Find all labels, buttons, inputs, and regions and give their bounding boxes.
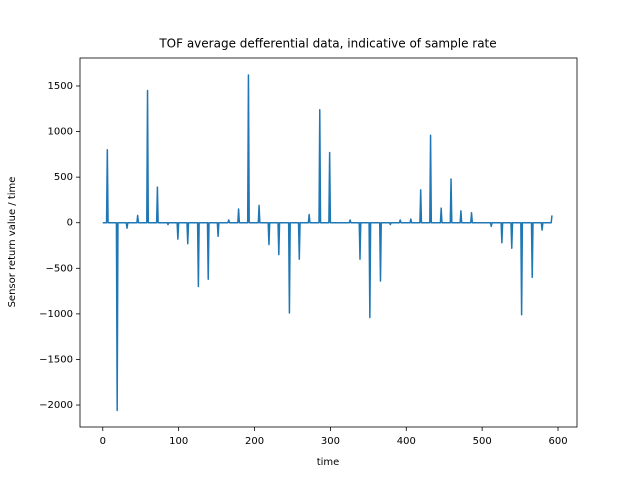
- x-tick-label: 500: [473, 436, 492, 447]
- y-tick-label: −1000: [39, 309, 73, 320]
- y-tick-label: −2000: [39, 400, 73, 411]
- y-tick-label: 0: [67, 218, 73, 229]
- plot-frame: [79, 57, 578, 428]
- y-tick-label: −1500: [39, 354, 73, 365]
- x-tick-label: 300: [321, 436, 340, 447]
- x-tick-label: 400: [397, 436, 416, 447]
- x-tick-label: 600: [548, 436, 567, 447]
- data-line: [102, 74, 553, 412]
- chart-title: TOF average defferential data, indicativ…: [158, 37, 496, 51]
- y-tick-label: 500: [54, 172, 73, 183]
- x-axis-label: time: [317, 457, 340, 468]
- y-tick-label: −500: [46, 263, 73, 274]
- x-tick-label: 0: [100, 436, 106, 447]
- y-tick-label: 1000: [48, 127, 73, 138]
- x-tick-label: 200: [245, 436, 264, 447]
- y-tick-label: 1500: [48, 81, 73, 92]
- x-tick-label: 100: [169, 436, 188, 447]
- y-axis-label: Sensor return value / time: [7, 177, 18, 308]
